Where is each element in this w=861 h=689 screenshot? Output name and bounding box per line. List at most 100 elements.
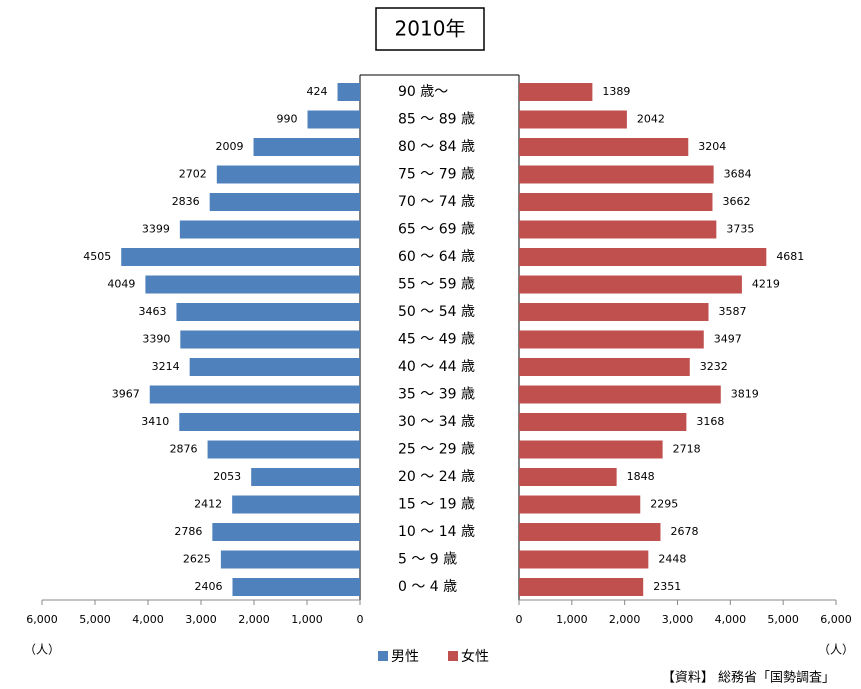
data-label: 3214 bbox=[152, 360, 180, 373]
data-label: 3819 bbox=[731, 388, 759, 401]
data-label: 4681 bbox=[776, 250, 804, 263]
category-label: 10 ～ 14 歳 bbox=[398, 524, 475, 540]
bar bbox=[216, 165, 360, 184]
data-label: 3399 bbox=[142, 223, 170, 236]
data-label: 2786 bbox=[174, 525, 202, 538]
data-label: 2295 bbox=[650, 498, 678, 511]
bar bbox=[519, 138, 689, 156]
category-label: 75 ～ 79 歳 bbox=[398, 167, 475, 183]
bar bbox=[337, 83, 360, 101]
x-tick-label: 2,000 bbox=[609, 613, 641, 626]
category-label: 25 ～ 29 歳 bbox=[398, 442, 475, 458]
bar bbox=[519, 83, 593, 101]
legend-swatch bbox=[378, 651, 388, 661]
bar bbox=[519, 248, 767, 266]
data-label: 3967 bbox=[112, 388, 140, 401]
x-tick-label: 5,000 bbox=[79, 613, 111, 626]
category-label: 5 ～ 9 歳 bbox=[398, 552, 457, 568]
category-label: 80 ～ 84 歳 bbox=[398, 139, 475, 155]
bar bbox=[519, 523, 661, 541]
data-label: 2448 bbox=[658, 553, 686, 566]
category-label: 90 歳～ bbox=[398, 84, 448, 100]
category-label: 35 ～ 39 歳 bbox=[398, 387, 475, 403]
data-label: 2678 bbox=[670, 525, 698, 538]
bar bbox=[212, 523, 360, 541]
data-label: 2718 bbox=[673, 443, 701, 456]
category-label: 15 ～ 19 歳 bbox=[398, 497, 475, 513]
x-tick-label: 3,000 bbox=[185, 613, 217, 626]
data-label: 3735 bbox=[726, 223, 754, 236]
data-label: 2836 bbox=[172, 195, 200, 208]
legend-label: 女性 bbox=[461, 648, 489, 665]
bar bbox=[519, 385, 721, 404]
category-label: 70 ～ 74 歳 bbox=[398, 194, 475, 210]
bar bbox=[519, 220, 717, 239]
bar bbox=[179, 220, 360, 239]
unit-label: （人） bbox=[818, 643, 854, 657]
bar bbox=[179, 413, 360, 431]
bar bbox=[207, 440, 360, 459]
data-label: 2406 bbox=[194, 580, 222, 593]
bar bbox=[519, 550, 649, 569]
x-tick-label: 3,000 bbox=[662, 613, 694, 626]
data-label: 2042 bbox=[637, 113, 665, 126]
data-label: 3390 bbox=[142, 333, 170, 346]
data-label: 1389 bbox=[602, 85, 630, 98]
data-label: 3232 bbox=[700, 360, 728, 373]
bar bbox=[220, 550, 360, 569]
data-label: 3463 bbox=[138, 305, 166, 318]
bar bbox=[149, 385, 360, 404]
data-label: 4505 bbox=[83, 250, 111, 263]
category-label: 85 ～ 89 歳 bbox=[398, 112, 475, 128]
bar bbox=[251, 468, 360, 486]
bar bbox=[232, 495, 360, 514]
category-label: 60 ～ 64 歳 bbox=[398, 249, 475, 265]
x-tick-label: 6,000 bbox=[820, 613, 852, 626]
data-label: 2009 bbox=[216, 140, 244, 153]
data-label: 2702 bbox=[179, 168, 207, 181]
bar bbox=[189, 358, 360, 376]
data-label: 4049 bbox=[107, 278, 135, 291]
data-label: 1848 bbox=[627, 470, 655, 483]
data-label: 3168 bbox=[696, 415, 724, 428]
data-label: 990 bbox=[277, 113, 298, 126]
x-tick-label: 6,000 bbox=[26, 613, 58, 626]
category-label: 30 ～ 34 歳 bbox=[398, 414, 475, 430]
bar bbox=[519, 330, 704, 349]
chart-title: 2010年 bbox=[395, 17, 466, 41]
x-tick-label: 5,000 bbox=[767, 613, 799, 626]
bar bbox=[519, 358, 690, 376]
bar bbox=[232, 578, 360, 596]
bar bbox=[145, 275, 360, 294]
bar bbox=[253, 138, 360, 156]
bar bbox=[519, 193, 713, 211]
unit-label: （人） bbox=[24, 643, 60, 657]
bar bbox=[209, 193, 360, 211]
bar bbox=[519, 165, 714, 184]
bar bbox=[519, 578, 644, 596]
legend-label: 男性 bbox=[391, 649, 419, 665]
data-label: 3662 bbox=[722, 195, 750, 208]
category-label: 55 ～ 59 歳 bbox=[398, 277, 475, 293]
data-label: 3684 bbox=[724, 168, 752, 181]
x-tick-label: 1,000 bbox=[291, 613, 323, 626]
bar bbox=[519, 413, 687, 431]
legend-swatch bbox=[448, 651, 458, 661]
bar bbox=[519, 303, 709, 321]
category-label: 20 ～ 24 歳 bbox=[398, 469, 475, 485]
bar bbox=[519, 440, 663, 459]
data-label: 2412 bbox=[194, 498, 222, 511]
category-label: 0 ～ 4 歳 bbox=[398, 579, 457, 595]
bar bbox=[121, 248, 360, 266]
x-tick-label: 2,000 bbox=[238, 613, 270, 626]
x-tick-label: 0 bbox=[357, 613, 364, 626]
title-box bbox=[375, 7, 485, 51]
category-label: 50 ～ 54 歳 bbox=[398, 304, 475, 320]
bar bbox=[519, 468, 617, 486]
data-label: 3204 bbox=[698, 140, 726, 153]
bar bbox=[176, 303, 360, 321]
data-label: 2625 bbox=[183, 553, 211, 566]
bar bbox=[307, 110, 360, 129]
data-label: 2876 bbox=[170, 443, 198, 456]
